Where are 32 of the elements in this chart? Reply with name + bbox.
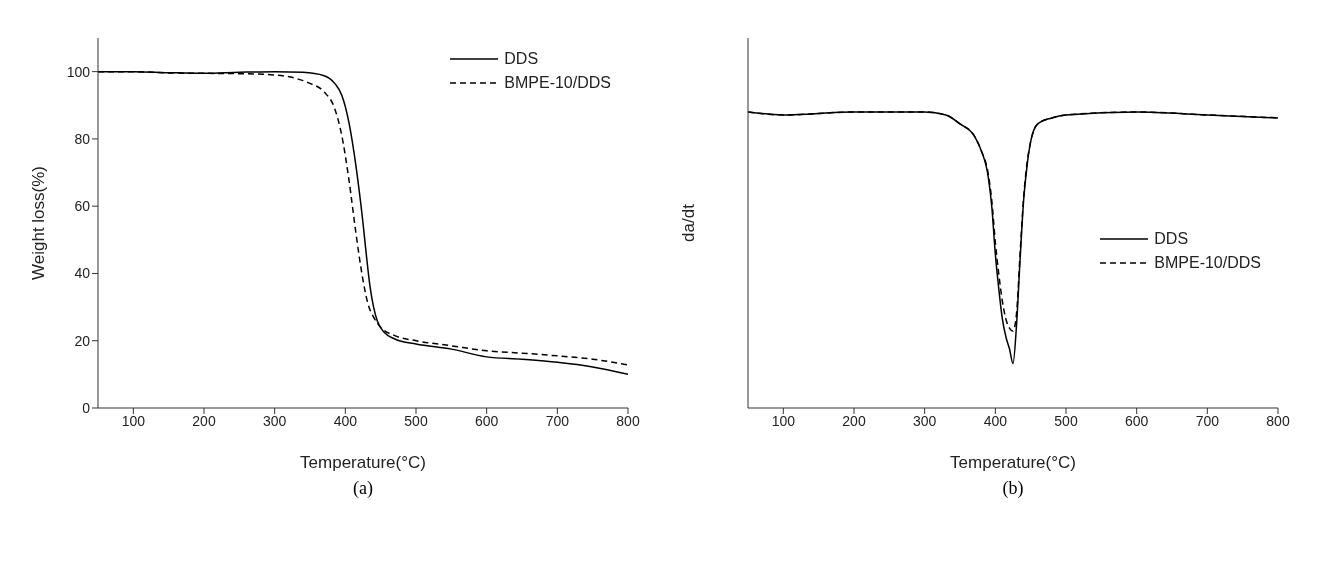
text: (a) — [352, 478, 374, 499]
x-axis-title: Temperature(°C) — [300, 453, 426, 472]
legend-label: DDS — [504, 50, 539, 68]
y-tick-label: 100 — [66, 63, 91, 80]
legend-label: BMPE-10/DDS — [504, 74, 611, 92]
x-tick-label: 300 — [912, 412, 937, 429]
x-tick-label: 200 — [192, 412, 216, 429]
y-tick-label: 20 — [74, 332, 91, 349]
x-tick-label: 500 — [404, 412, 428, 429]
x-tick-label: 500 — [1054, 412, 1078, 429]
x-tick-label: 200 — [842, 412, 866, 429]
x-tick-label: 300 — [262, 412, 287, 429]
y-axis-title: da/dt — [679, 203, 699, 242]
x-tick-label: 600 — [474, 412, 499, 429]
legend-label: DDS — [1154, 230, 1189, 248]
x-tick-label: 800 — [1266, 412, 1290, 429]
x-tick-label: 700 — [1195, 412, 1220, 429]
y-tick-label: 60 — [74, 198, 91, 215]
y-axis-title: Weight loss(%) — [29, 166, 49, 280]
text: (b) — [1001, 478, 1025, 499]
x-tick-label: 800 — [616, 412, 640, 429]
x-tick-label: 100 — [771, 412, 796, 429]
x-tick-label: 100 — [121, 412, 146, 429]
x-tick-label: 700 — [545, 412, 570, 429]
legend-label: BMPE-10/DDS — [1154, 254, 1261, 272]
x-tick-label: 400 — [333, 412, 358, 429]
y-tick-label: 80 — [74, 130, 91, 147]
x-axis-title: Temperature(°C) — [950, 453, 1076, 472]
x-tick-label: 600 — [1124, 412, 1149, 429]
y-tick-label: 40 — [74, 265, 91, 282]
x-tick-label: 400 — [983, 412, 1008, 429]
y-tick-label: 0 — [82, 399, 91, 416]
